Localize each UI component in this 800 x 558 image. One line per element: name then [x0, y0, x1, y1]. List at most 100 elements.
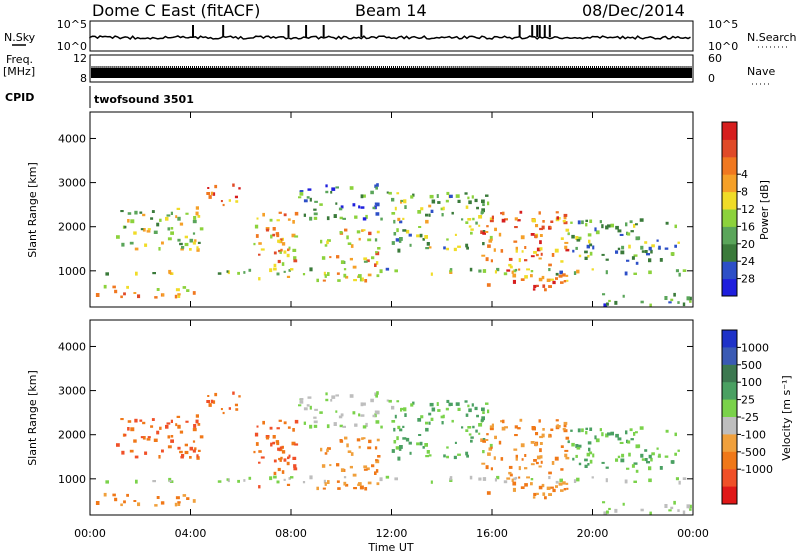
power-echo — [571, 234, 575, 239]
velocity-echo — [451, 419, 454, 423]
velocity-echo — [548, 476, 551, 480]
velocity-echo — [258, 485, 261, 489]
velocity-echo — [366, 467, 370, 471]
velocity-echo — [376, 438, 380, 442]
velocity-echo — [539, 455, 543, 459]
power-echo — [272, 233, 275, 237]
power-echo — [464, 192, 468, 195]
velocity-echo — [379, 477, 383, 482]
velocity-echo — [313, 424, 318, 428]
velocity-echo — [449, 477, 452, 481]
velocity-echo — [585, 430, 588, 435]
power-echo — [585, 222, 588, 227]
velocity-echo — [474, 406, 478, 411]
power-echo — [376, 183, 379, 187]
colorbar-segment — [722, 347, 737, 366]
velocity-echo — [350, 452, 354, 456]
velocity-echo — [404, 413, 407, 417]
power-echo — [283, 270, 286, 273]
velocity-echo — [175, 496, 180, 500]
power-echo — [548, 268, 551, 272]
x-tick-label: 20:00 — [577, 527, 609, 540]
power-echo — [646, 253, 650, 256]
power-echo — [515, 249, 518, 253]
power-echo — [536, 284, 539, 287]
power-echo — [560, 260, 564, 263]
power-echo — [487, 244, 491, 248]
power-echo — [281, 262, 285, 266]
power-echo — [347, 242, 352, 245]
velocity-echo — [605, 433, 609, 438]
power-echo — [167, 237, 172, 241]
power-echo — [212, 192, 216, 196]
noise-right-tick-top: 10^5 — [708, 18, 738, 31]
velocity-echo — [482, 438, 486, 441]
velocity-echo — [489, 427, 494, 431]
power-echo — [362, 217, 367, 221]
velocity-echo — [538, 419, 541, 423]
velocity-echo — [179, 430, 184, 434]
power-echo — [465, 243, 469, 248]
power-echo — [258, 242, 262, 245]
power-echo — [530, 255, 535, 258]
power-echo — [352, 265, 357, 269]
velocity-echo — [532, 496, 536, 499]
velocity-echo — [589, 459, 593, 464]
power-echo — [445, 199, 449, 203]
power-echo — [394, 269, 398, 273]
velocity-echo — [430, 417, 434, 421]
power-echo — [500, 249, 504, 253]
power-echo — [154, 296, 158, 299]
power-echo — [615, 250, 619, 254]
velocity-echo — [292, 456, 297, 460]
power-echo — [425, 247, 429, 250]
velocity-echo — [487, 409, 490, 414]
velocity-echo — [375, 459, 380, 464]
power-echo — [325, 190, 329, 194]
velocity-echoes — [95, 391, 692, 516]
power-echo — [644, 241, 648, 244]
power-echo — [668, 301, 672, 304]
velocity-echo — [425, 427, 429, 432]
power-echo — [175, 288, 180, 292]
power-ylabel: Slant Range [km] — [26, 162, 39, 258]
velocity-echo — [471, 403, 474, 407]
power-panel — [89, 111, 694, 308]
power-echo — [548, 263, 552, 267]
velocity-echo — [222, 411, 225, 415]
velocity-echo — [306, 404, 310, 407]
velocity-echo — [278, 419, 282, 422]
power-echo — [481, 208, 485, 213]
velocity-echo — [539, 435, 543, 439]
colorbar-tick-label: 1000 — [741, 341, 769, 354]
velocity-echo — [408, 441, 412, 445]
velocity-echo — [686, 504, 690, 509]
power-echo — [640, 300, 644, 304]
power-echo — [303, 213, 306, 217]
power-echo — [313, 216, 318, 220]
velocity-echo — [480, 418, 484, 422]
power-echo — [140, 228, 144, 231]
power-echo — [560, 281, 564, 284]
velocity-echo — [520, 443, 525, 448]
x-tick-label: 00:00 — [74, 527, 106, 540]
power-echo — [292, 248, 297, 252]
power-echo — [584, 256, 588, 260]
power-echo — [338, 207, 343, 211]
power-echo — [626, 259, 630, 262]
velocity-echo — [627, 440, 631, 444]
power-echo — [195, 206, 199, 210]
velocity-echo — [360, 414, 365, 417]
velocity-echo — [526, 476, 530, 479]
velocity-echo — [210, 399, 214, 403]
velocity-echo — [668, 509, 672, 512]
velocity-echo — [375, 394, 378, 398]
velocity-echo — [608, 507, 611, 510]
power-echo — [179, 242, 183, 246]
power-echo — [501, 218, 506, 223]
power-echo — [581, 220, 584, 225]
power-echo — [343, 268, 347, 271]
power-echo — [426, 242, 430, 246]
velocity-echo — [419, 441, 423, 446]
